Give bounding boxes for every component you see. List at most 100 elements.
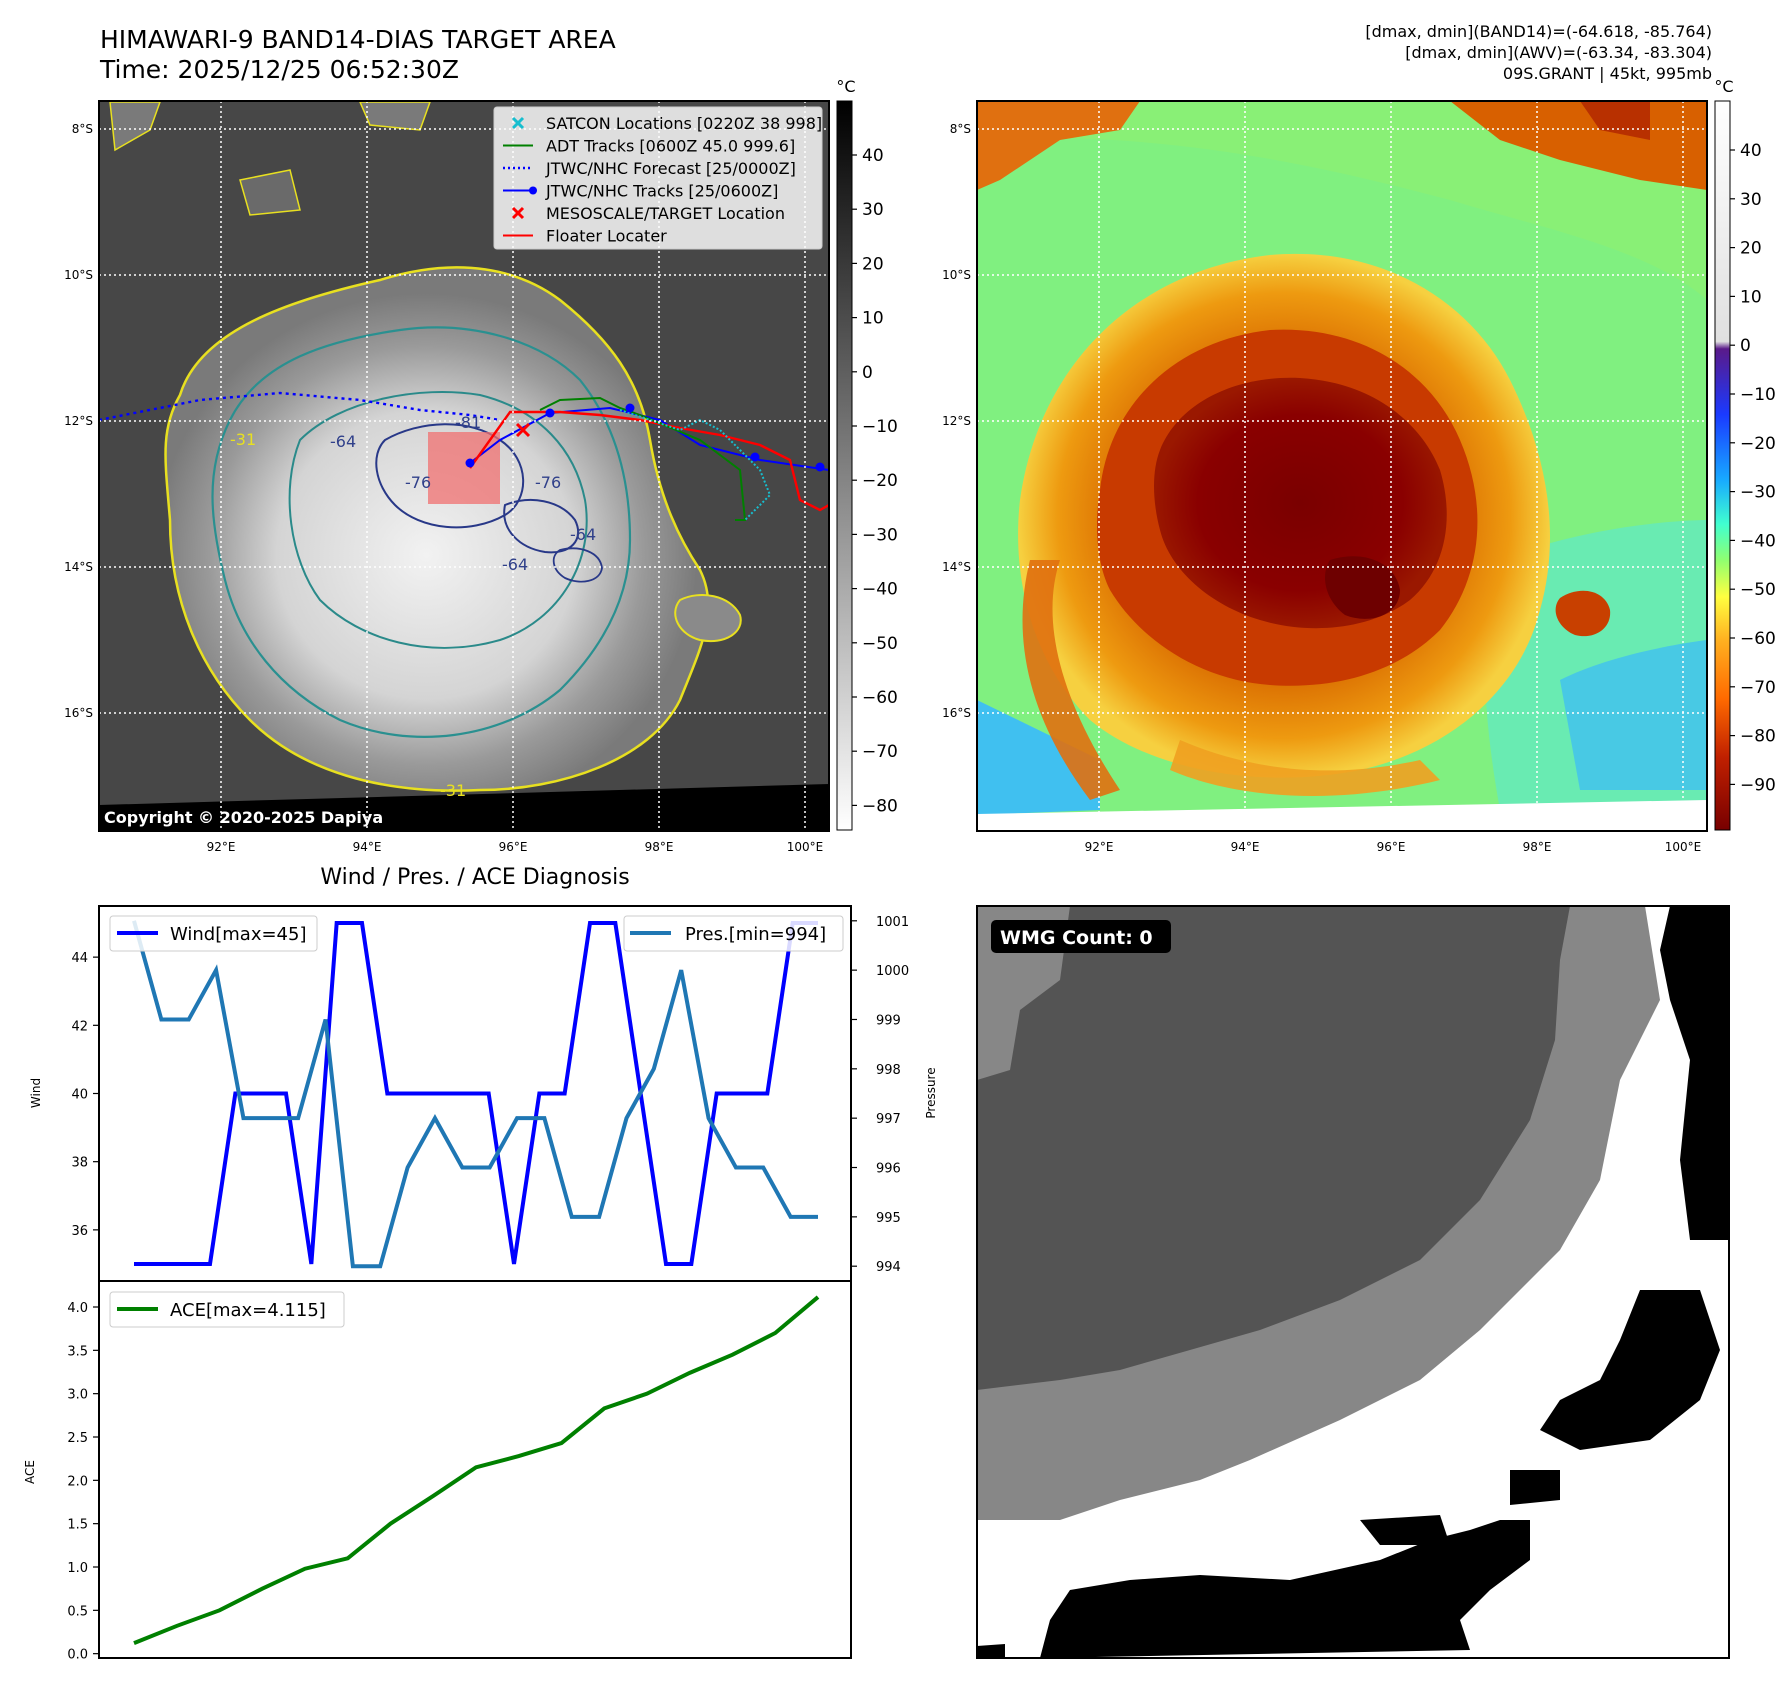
colorbar-tick-label: −70 <box>1740 678 1776 698</box>
ir-lat-tick-label: 10°S <box>64 268 93 282</box>
enh-lat-tick-label: 14°S <box>942 560 971 574</box>
wmg-region-black-ne <box>1660 906 1729 1240</box>
colorbar-tick-label: 10 <box>1740 287 1762 307</box>
pressure-series-line <box>132 920 818 1269</box>
colorbar-tick-label: 30 <box>862 200 884 220</box>
colorbar-tick-label: 40 <box>1740 141 1762 161</box>
pressure-tick-label: 994 <box>876 1260 901 1275</box>
colorbar-tick-label: −80 <box>1740 727 1776 747</box>
wind-pres-chart: Wind / Pres. / ACE Diagnosis 3638404244 … <box>29 865 938 1282</box>
info-storm: 09S.GRANT | 45kt, 995mb <box>1502 64 1712 83</box>
legend-label: JTWC/NHC Forecast [25/0000Z] <box>545 159 796 178</box>
enh-lat-tick-label: 8°S <box>950 122 971 136</box>
wind-tick-label: 38 <box>71 1156 88 1171</box>
wmg-count-box <box>991 920 1171 953</box>
colorbar-tick-label: −40 <box>862 580 898 600</box>
enh-panel: 92°E 94°E 96°E 98°E 100°E 8°S 10°S 12°S 14°S 16°… <box>942 77 1776 854</box>
ir-cloud-shield <box>164 266 710 792</box>
colorbar-tick-label: −80 <box>862 796 898 816</box>
enh-colorbar <box>1714 100 1731 831</box>
colorbar-tick-label: −70 <box>862 742 898 762</box>
ir-lat-tick-label: 12°S <box>64 414 93 428</box>
pressure-legend: Pres.[min=994] <box>623 915 844 952</box>
enh-lon-ticks: 92°E 94°E 96°E 98°E 100°E <box>1085 840 1702 854</box>
wmg-count-label: WMG Count: 0 <box>1000 927 1153 949</box>
wmg-region-dark <box>977 906 1570 1390</box>
contour-label: -64 <box>502 555 528 574</box>
pressure-legend-label: Pres.[min=994] <box>685 924 826 945</box>
legend-item: JTWC/NHC Tracks [25/0600Z] <box>503 182 778 201</box>
legend-item: JTWC/NHC Forecast [25/0000Z] <box>503 159 796 178</box>
wmg-panel: WMG Count: 0 <box>976 905 1730 1659</box>
pressure-axis-label: Pressure <box>924 1067 938 1118</box>
ir-lon-tick-label: 100°E <box>787 840 824 854</box>
enh-gridlines <box>977 101 1707 831</box>
ace-tick-label: 4.0 <box>67 1301 88 1316</box>
ir-lat-tick-label: 14°S <box>64 560 93 574</box>
colorbar-tick-label: 20 <box>1740 239 1762 259</box>
wind-tick-label: 36 <box>71 1224 88 1239</box>
colorbar-tick-label: −60 <box>1740 629 1776 649</box>
enh-lat-ticks: 8°S 10°S 12°S 14°S 16°S <box>942 122 971 720</box>
track-point <box>465 458 475 468</box>
enh-lon-tick-label: 96°E <box>1377 840 1406 854</box>
pressure-tick-label: 997 <box>876 1112 901 1127</box>
wind-tick-label: 40 <box>71 1088 88 1103</box>
wind-tick-label: 44 <box>71 951 88 966</box>
ir-colorbar-ticks: 40 30 20 10 0 −10 −20 −30 −40 −50 −60 −70 −80 <box>852 146 898 816</box>
ir-legend: SATCON Locations [0220Z 38 998] ADT Track… <box>493 106 823 250</box>
colorbar-tick-label: −10 <box>1740 385 1776 405</box>
wind-tick-label: 42 <box>71 1019 88 1034</box>
track-point <box>750 452 760 462</box>
legend-label: MESOSCALE/TARGET Location <box>546 204 785 223</box>
ir-contour-64 <box>288 391 588 649</box>
colorbar-tick-label: −90 <box>1740 775 1776 795</box>
colorbar-tick-label: −60 <box>862 688 898 708</box>
enh-lat-tick-label: 10°S <box>942 268 971 282</box>
ir-panel: -64 -81 -76 -76 -64 -64 -31 -31 Copyright © 202… <box>64 77 898 854</box>
pressure-tick-label: 1000 <box>876 964 909 979</box>
contour-label: -31 <box>230 430 256 449</box>
colorbar-tick-label: 0 <box>862 363 873 383</box>
wmg-region-black-e <box>1540 1290 1720 1450</box>
ace-tick-label: 3.0 <box>67 1388 88 1403</box>
info-awv: [dmax, dmin](AWV)=(-63.34, -83.304) <box>1405 43 1712 62</box>
ir-frame <box>98 100 830 832</box>
ace-legend: ACE[max=4.115] <box>109 1291 345 1328</box>
ir-lat-ticks: 8°S 10°S 12°S 14°S 16°S <box>64 122 93 720</box>
colorbar-tick-label: −10 <box>862 417 898 437</box>
colorbar-tick-label: −50 <box>862 634 898 654</box>
enh-colorbar-unit: °C <box>1714 77 1733 96</box>
diagnosis-title: Wind / Pres. / ACE Diagnosis <box>320 865 629 890</box>
enh-lon-tick-label: 98°E <box>1523 840 1552 854</box>
ir-lon-tick-label: 92°E <box>207 840 236 854</box>
ace-axis-label: ACE <box>23 1460 37 1484</box>
legend-label: SATCON Locations [0220Z 38 998] <box>546 114 822 133</box>
ir-lon-tick-label: 98°E <box>645 840 674 854</box>
legend-label: ADT Tracks [0600Z 45.0 999.6] <box>546 137 795 156</box>
ace-tick-label: 3.5 <box>67 1344 88 1359</box>
pressure-tick-label: 996 <box>876 1162 901 1177</box>
wind-legend-label: Wind[max=45] <box>170 924 307 945</box>
legend-item: MESOSCALE/TARGET Location <box>511 204 785 223</box>
ir-cloud-east <box>674 594 742 643</box>
ir-contour-labels: -64 -81 -76 -76 -64 -64 -31 -31 <box>230 413 596 800</box>
ace-tick-label: 1.5 <box>67 1518 88 1533</box>
wind-series-line <box>134 921 818 1266</box>
copyright-text: Copyright © 2020-2025 Dapiya <box>104 808 383 827</box>
ir-contour-outer <box>211 326 632 738</box>
contour-label: -64 <box>570 525 596 544</box>
ace-tick-label: 0.5 <box>67 1604 88 1619</box>
ir-lat-tick-label: 8°S <box>72 122 93 136</box>
mesoscale-target-marker <box>515 422 531 438</box>
wmg-frame <box>976 905 1730 1659</box>
pressure-tick-label: 998 <box>876 1063 901 1078</box>
ir-nodata-strip <box>99 784 829 831</box>
ace-tick-label: 1.0 <box>67 1561 88 1576</box>
colorbar-tick-label: 10 <box>862 309 884 329</box>
ir-lon-ticks: 92°E 94°E 96°E 98°E 100°E <box>207 840 824 854</box>
enh-frame <box>976 100 1708 832</box>
ace-legend-label: ACE[max=4.115] <box>170 1300 326 1321</box>
